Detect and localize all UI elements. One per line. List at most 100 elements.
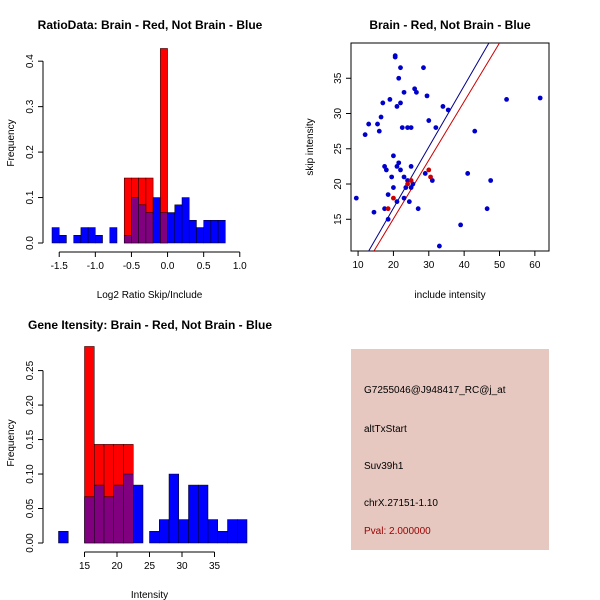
x-tick-label-0: 1.0 — [233, 261, 247, 272]
point-not-brain — [436, 243, 442, 249]
bar-overlap — [84, 496, 95, 544]
point-not-brain — [396, 160, 402, 166]
bar-not-brain — [237, 519, 248, 544]
point-not-brain — [392, 53, 398, 59]
x-tick-label-2: 30 — [176, 561, 188, 572]
point-not-brain — [421, 65, 426, 71]
bar-overlap — [113, 484, 124, 544]
point-not-brain — [415, 206, 421, 212]
x-tick-label-2: 35 — [209, 561, 221, 572]
y-tick-label-2: 0.25 — [25, 360, 36, 380]
x-tick-label-1: 10 — [353, 260, 365, 271]
point-not-brain — [484, 206, 490, 212]
point-not-brain — [405, 178, 410, 183]
bar-not-brain — [95, 235, 103, 244]
point-not-brain — [398, 100, 403, 106]
bar-not-brain — [196, 227, 204, 244]
x-axis-label-0: Log2 Ratio Skip/Include — [97, 290, 203, 301]
bar-not-brain — [58, 235, 67, 244]
point-not-brain — [405, 125, 410, 131]
point-not-brain — [378, 114, 384, 120]
bar-not-brain — [210, 220, 219, 244]
point-not-brain — [537, 95, 543, 101]
point-not-brain — [353, 195, 359, 201]
point-not-brain — [433, 125, 439, 131]
y-tick-label-0: 0.1 — [25, 190, 36, 204]
x-tick-label-2: 15 — [79, 561, 91, 572]
bar-not-brain — [217, 531, 228, 544]
point-brain — [385, 206, 391, 212]
bar-overlap — [160, 212, 168, 244]
point-not-brain — [366, 121, 372, 127]
x-tick-label-2: 25 — [144, 561, 156, 572]
bar-not-brain — [178, 519, 189, 544]
x-tick-label-2: 20 — [111, 561, 123, 572]
x-tick-label-0: -0.5 — [123, 261, 141, 272]
y-tick-label-2: 0.10 — [25, 464, 36, 484]
bar-not-brain — [109, 227, 118, 244]
point-not-brain — [458, 222, 464, 228]
bar-not-brain — [227, 519, 238, 544]
point-brain — [391, 195, 396, 201]
bar-not-brain — [167, 212, 176, 244]
y-axis-label-0: Frequency — [6, 119, 17, 166]
y-tick-label-1: 20 — [333, 178, 344, 190]
point-brain — [405, 181, 410, 187]
y-tick-label-2: 0.20 — [25, 395, 36, 415]
point-not-brain — [426, 118, 432, 123]
pval-text: Pval: 2.000000 — [364, 526, 431, 537]
bar-not-brain — [203, 220, 212, 244]
y-tick-label-0: 0.0 — [25, 236, 36, 250]
point-not-brain — [398, 65, 403, 71]
y-tick-label-0: 0.4 — [25, 54, 36, 68]
bar-not-brain — [217, 220, 226, 244]
point-not-brain — [382, 206, 387, 212]
bar-not-brain — [58, 531, 69, 544]
y-tick-label-1: 25 — [333, 143, 344, 155]
bar-overlap — [123, 473, 134, 544]
chart-title-1: Brain - Red, Not Brain - Blue — [369, 18, 531, 32]
bar-not-brain — [159, 519, 170, 544]
point-not-brain — [401, 195, 407, 201]
point-not-brain — [391, 185, 396, 190]
point-brain — [408, 178, 414, 183]
bar-overlap — [123, 235, 132, 244]
y-tick-label-1: 35 — [333, 72, 344, 84]
bar-not-brain — [198, 484, 209, 544]
point-not-brain — [414, 89, 419, 95]
y-tick-label-1: 15 — [333, 213, 344, 225]
point-not-brain — [394, 199, 400, 205]
point-not-brain — [376, 128, 382, 134]
point-not-brain — [406, 199, 412, 205]
x-tick-label-1: 20 — [388, 260, 400, 271]
point-not-brain — [465, 171, 471, 176]
bar-not-brain — [87, 227, 96, 244]
y-axis-label-2: Frequency — [6, 419, 17, 466]
bar-overlap — [145, 212, 154, 244]
point-not-brain — [371, 209, 377, 215]
x-tick-label-1: 30 — [423, 260, 435, 271]
point-not-brain — [398, 167, 403, 173]
x-tick-label-1: 40 — [459, 260, 471, 271]
bar-brain — [123, 177, 132, 244]
x-axis-label-1: include intensity — [414, 290, 485, 301]
x-tick-label-0: -1.0 — [87, 261, 105, 272]
bar-not-brain — [149, 531, 160, 544]
bar-not-brain — [152, 197, 161, 244]
bar-not-brain — [80, 227, 89, 244]
y-tick-label-2: 0.15 — [25, 429, 36, 449]
bar-not-brain — [181, 197, 190, 244]
point-not-brain — [399, 125, 405, 131]
y-tick-label-2: 0.00 — [25, 533, 36, 553]
y-tick-label-1: 30 — [333, 108, 344, 120]
point-not-brain — [401, 174, 407, 180]
bar-not-brain — [133, 484, 144, 544]
y-axis-label-1: skip intensity — [305, 118, 316, 175]
event-type-text: altTxStart — [364, 424, 407, 435]
x-tick-label-0: 0.5 — [197, 261, 211, 272]
plot-frame-1 — [350, 42, 550, 252]
y-tick-label-2: 0.05 — [25, 498, 36, 518]
bar-overlap — [138, 204, 147, 244]
point-not-brain — [472, 128, 478, 134]
